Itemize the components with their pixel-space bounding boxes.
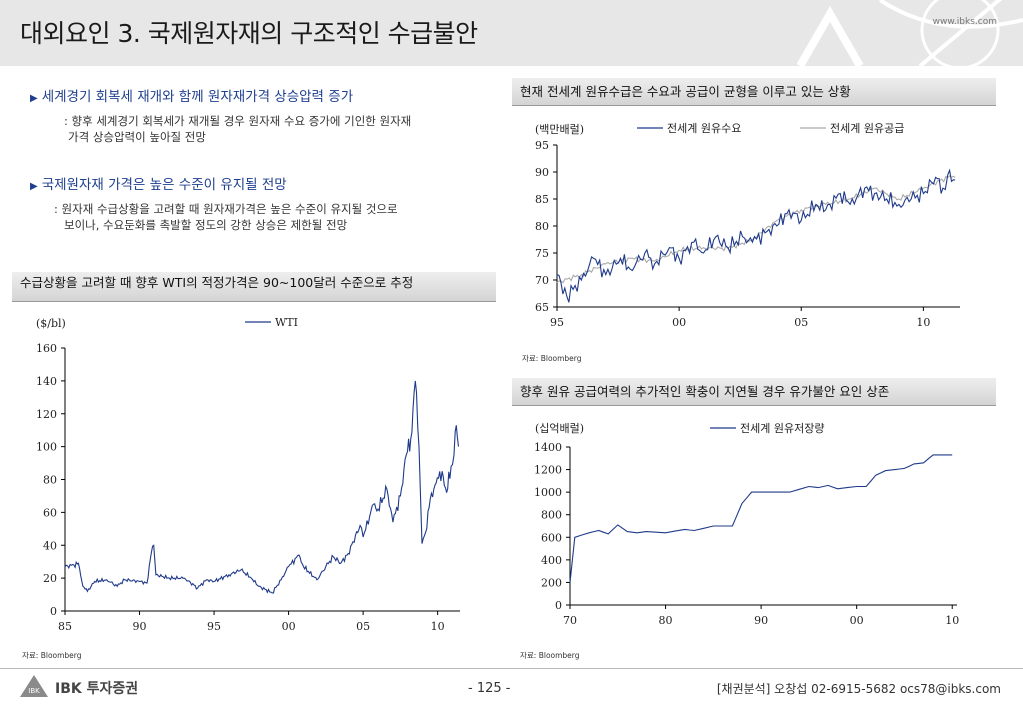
x-tick-label: 10	[945, 614, 959, 627]
y-tick-label: 200	[541, 576, 562, 589]
y-tick-label: 80	[43, 474, 57, 487]
logo-mark-text: IBK	[28, 687, 40, 695]
x-tick-label: 90	[133, 620, 147, 633]
y-tick-label: 0	[555, 599, 562, 612]
y-tick-label: 95	[535, 139, 549, 152]
logo-text: IBK 투자증권	[55, 681, 139, 697]
bullet-1-title: 세계경기 회복세 재개와 함께 원자재가격 상승압력 증가	[41, 89, 354, 105]
y-unit-label: ($/bl)	[36, 317, 66, 330]
x-tick-label: 95	[550, 316, 564, 329]
x-tick-label: 05	[794, 316, 808, 329]
x-tick-label: 00	[850, 614, 864, 627]
series-line-0	[569, 454, 953, 583]
series-line-0	[64, 380, 460, 594]
x-tick-label: 00	[282, 620, 296, 633]
legend-label-0: 전세계 원유수요	[667, 122, 741, 135]
y-tick-label: 40	[43, 539, 57, 552]
y-unit-label: (십억배럴)	[535, 422, 584, 435]
series-line-1	[556, 175, 956, 284]
x-tick-label: 05	[356, 620, 370, 633]
bullet-triangle-icon: ▶	[30, 93, 38, 104]
bullet-2-line-2: 보이나, 수요둔화를 촉발할 정도의 강한 상승은 제한될 전망	[64, 218, 348, 232]
supply-demand-chart-title: 현재 전세계 원유수급은 수요과 공급이 균형을 이루고 있는 상황	[512, 78, 996, 106]
bullet-1-line-2: 가격 상승압력이 높아질 전망	[68, 130, 206, 144]
x-tick-label: 00	[672, 316, 686, 329]
legend-label-0: 전세계 원유저장량	[740, 422, 824, 435]
site-url: www.ibks.com	[932, 17, 997, 27]
series-line-0	[556, 168, 956, 303]
bullet-2: ▶ 국제원자재 가격은 높은 수준이 유지될 전망	[30, 173, 287, 193]
legend-label-0: WTI	[275, 316, 298, 329]
bullet-1: ▶ 세계경기 회복세 재개와 함께 원자재가격 상승압력 증가	[30, 85, 353, 105]
y-tick-label: 1400	[534, 441, 562, 454]
page-title: 대외요인 3. 국제원자재의 구조적인 수급불안	[20, 19, 478, 48]
x-tick-label: 10	[431, 620, 445, 633]
y-tick-label: 1200	[534, 464, 562, 477]
y-tick-label: 75	[535, 247, 549, 260]
reserves-chart-title: 향후 원유 공급여력의 추가적인 확충이 지연될 경우 유가불안 요인 상존	[512, 378, 996, 406]
analyst-contact: [채권분석] 오창섭 02-6915-5682 ocs78@ibks.com	[716, 682, 1001, 696]
bullet-1-detail: : 향후 세계경기 회복세가 재개될 경우 원자재 수요 증가에 기인한 원자재…	[30, 113, 490, 145]
page-number: - 125 -	[468, 681, 511, 696]
y-tick-label: 800	[541, 509, 562, 522]
header-decoration	[796, 0, 1023, 66]
y-tick-label: 85	[535, 193, 549, 206]
y-tick-label: 20	[43, 572, 57, 585]
y-unit-label: (백만배럴)	[535, 123, 584, 136]
footer-divider	[0, 668, 1023, 669]
x-tick-label: 90	[754, 614, 768, 627]
y-tick-label: 65	[535, 301, 549, 314]
reserves-chart: (십억배럴) 0 200 400 600 800 1000 1200 1400 70 80 90 00 1…	[534, 422, 959, 627]
x-tick-label: 70	[563, 614, 577, 627]
bullet-2-title: 국제원자재 가격은 높은 수준이 유지될 전망	[41, 177, 287, 193]
y-tick-label: 600	[541, 531, 562, 544]
bullet-2-detail: : 원자재 수급상황을 고려할 때 원자재가격은 높은 수준이 유지될 것으로 …	[30, 201, 500, 233]
y-tick-label: 0	[50, 605, 57, 618]
supply-demand-source: 자료: Bloomberg	[522, 354, 582, 363]
x-tick-label: 85	[58, 620, 72, 633]
y-tick-label: 140	[36, 375, 57, 388]
wti-chart: ($/bl) 0 20 40 60 80 100 120 140 160 85 90 95 00 05 10 W…	[36, 316, 460, 633]
y-tick-label: 1000	[534, 486, 562, 499]
supply-demand-chart: (백만배럴) 65 70 75 80 85 90 95 95 00 05 10 전세계 원유공급 전세계 …	[535, 122, 960, 329]
y-tick-label: 100	[36, 441, 57, 454]
y-tick-label: 60	[43, 506, 57, 519]
x-tick-label: 80	[659, 614, 673, 627]
legend-label-1: 전세계 원유공급	[830, 122, 904, 135]
bullet-1-line-1: : 향후 세계경기 회복세가 재개될 경우 원자재 수요 증가에 기인한 원자재	[64, 114, 412, 128]
bullet-2-line-1: : 원자재 수급상황을 고려할 때 원자재가격은 높은 수준이 유지될 것으로	[54, 202, 398, 216]
y-tick-label: 80	[535, 220, 549, 233]
x-tick-label: 95	[207, 620, 221, 633]
wti-chart-title: 수급상황을 고려할 때 향후 WTI의 적정가격은 90~100달러 수준으로 …	[12, 272, 496, 302]
header-band: 대외요인 3. 국제원자재의 구조적인 수급불안 www.ibks.com	[0, 0, 1023, 66]
ibk-logo-icon: IBK	[20, 675, 48, 697]
y-tick-label: 400	[541, 554, 562, 567]
x-tick-label: 10	[916, 316, 930, 329]
reserves-source: 자료: Bloomberg	[520, 651, 580, 660]
y-tick-label: 160	[36, 342, 57, 355]
y-tick-label: 120	[36, 408, 57, 421]
bullet-triangle-icon: ▶	[30, 181, 38, 192]
wti-source: 자료: Bloomberg	[22, 651, 82, 660]
y-tick-label: 70	[535, 274, 549, 287]
y-tick-label: 90	[535, 166, 549, 179]
